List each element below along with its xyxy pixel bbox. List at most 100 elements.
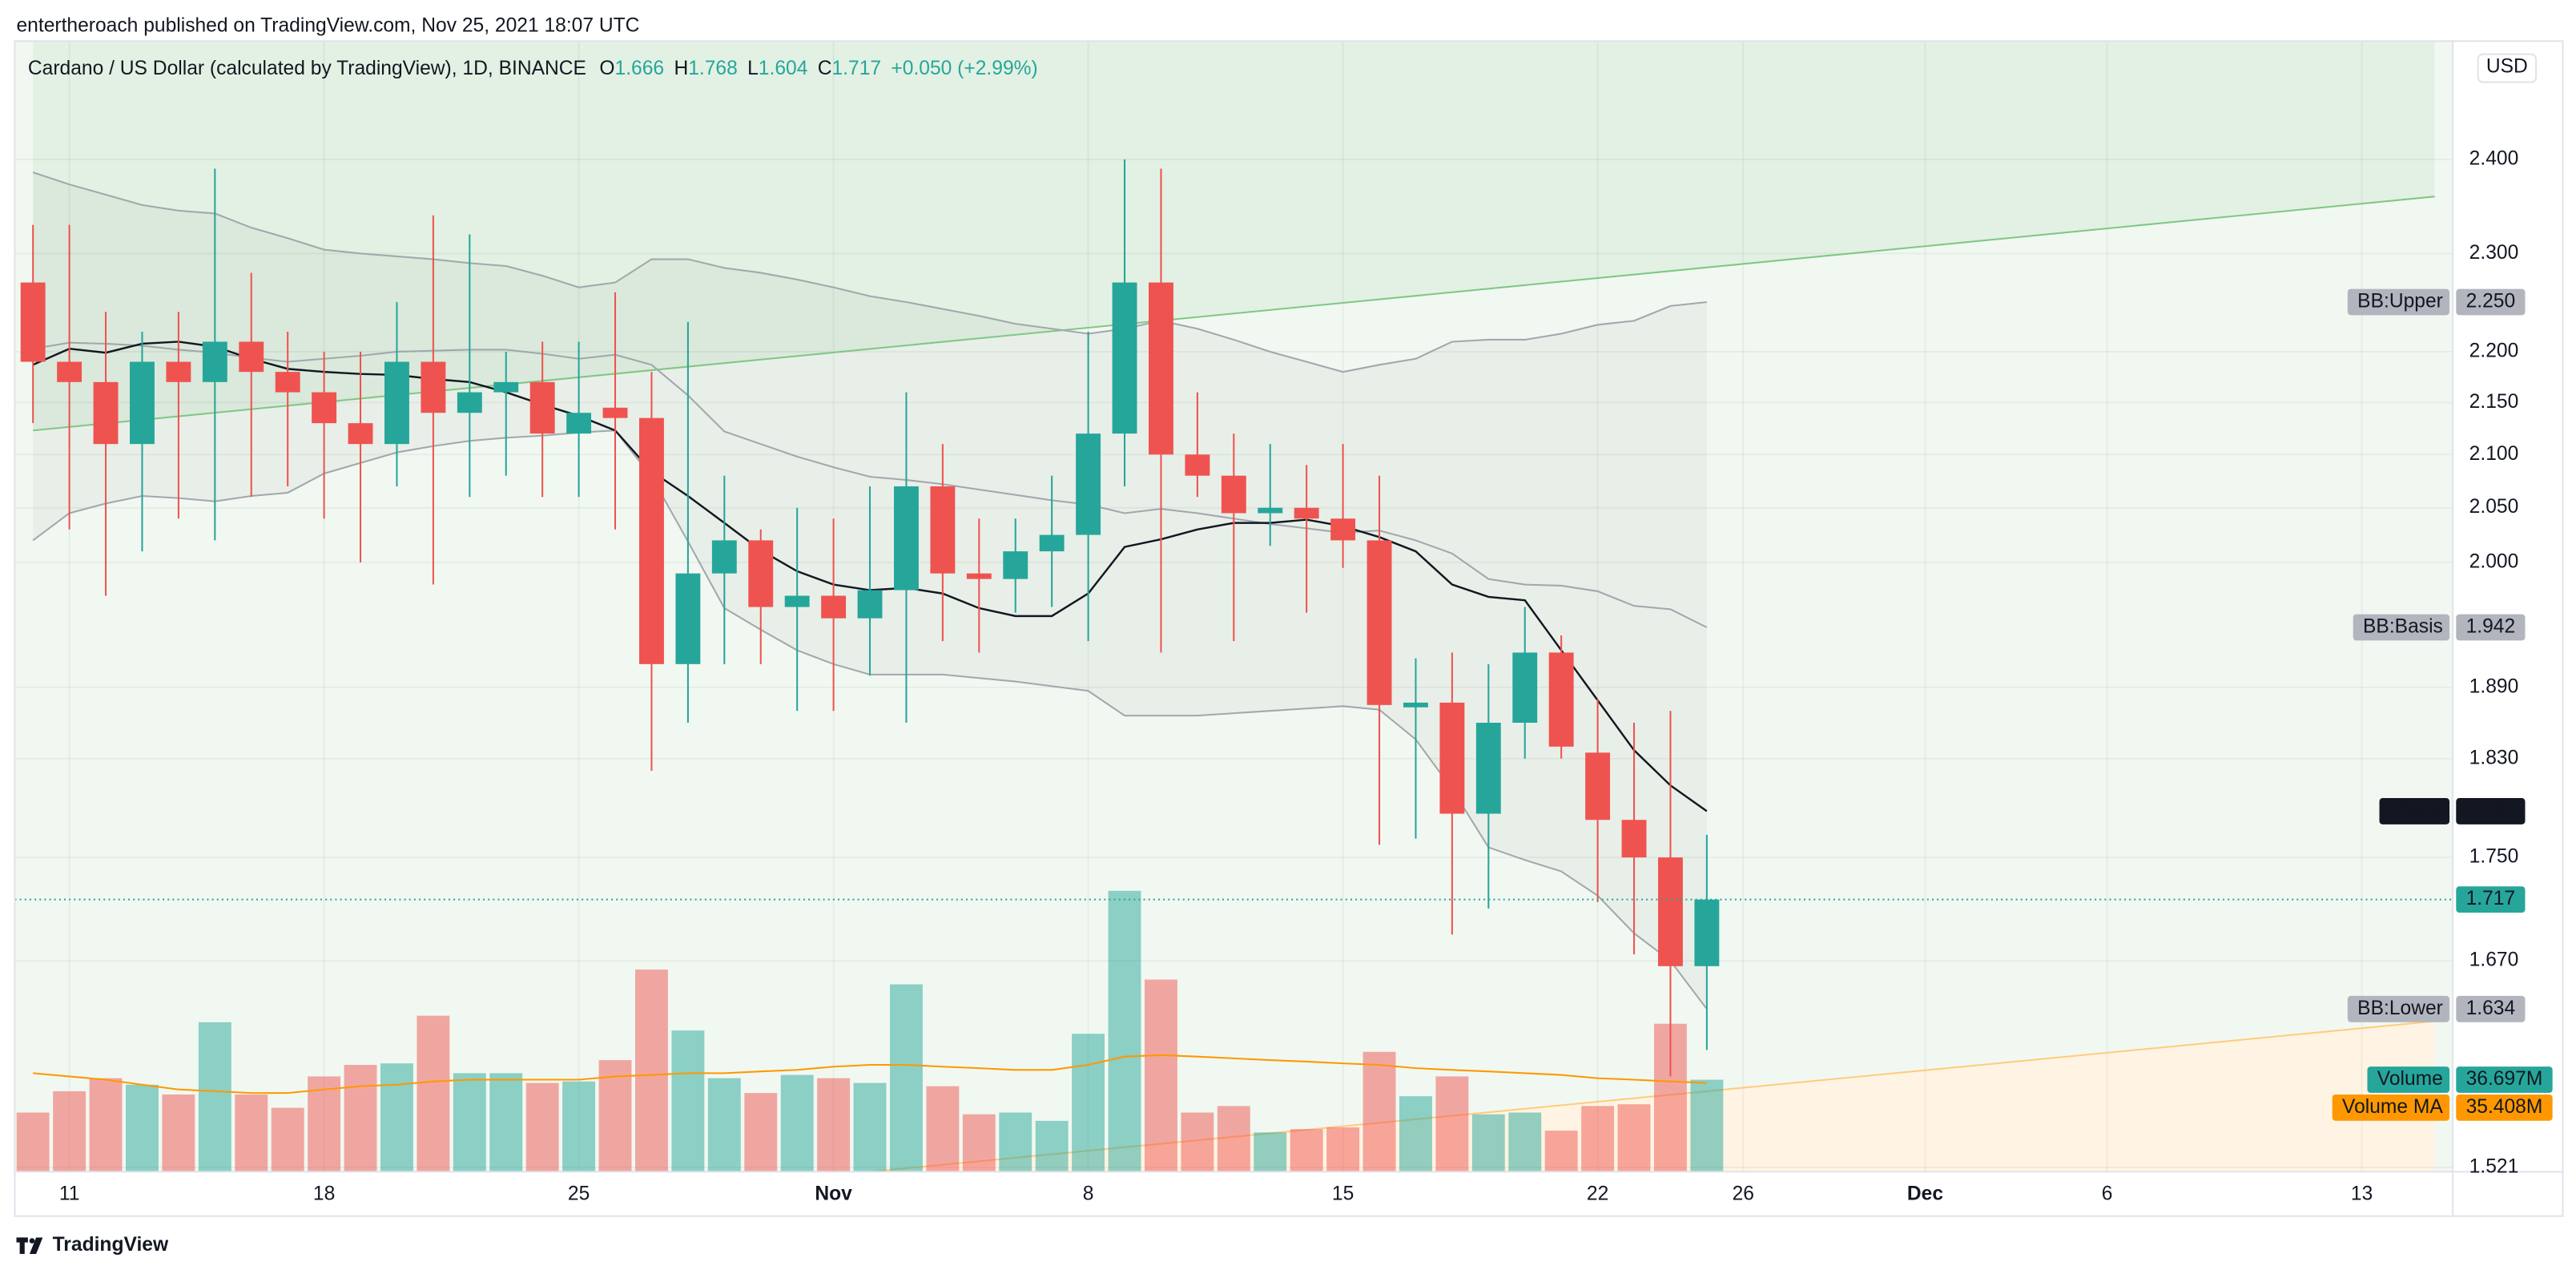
volume-bar (1217, 1106, 1250, 1172)
candle-body (1475, 722, 1501, 814)
candle-body (275, 372, 300, 393)
badge-value: 35.408M (2466, 1096, 2543, 1118)
legend-item: C (818, 58, 832, 79)
candle-body (1294, 507, 1319, 519)
badge-value-box (2456, 614, 2526, 641)
y-tick-label: 2.300 (2469, 242, 2519, 264)
currency-box (2477, 53, 2538, 83)
volume-bar (1362, 1051, 1396, 1172)
volume-bar (707, 1078, 741, 1172)
x-tick-label: 11 (59, 1183, 80, 1205)
badge-name-box (2332, 1094, 2450, 1121)
badge-name-box (2367, 1066, 2450, 1093)
candle-body (202, 341, 227, 382)
branding-logo (16, 1237, 43, 1254)
candle-body (384, 361, 409, 445)
candle-body (130, 361, 155, 445)
x-tick-label: 6 (2102, 1183, 2113, 1205)
legend-item: 1.768 (688, 58, 738, 79)
badge-name-box (2353, 614, 2450, 641)
axis-area-bottom (14, 1171, 2453, 1216)
badge-name-box (2347, 995, 2450, 1022)
candle-body (20, 282, 46, 362)
legend-item: Cardano / US Dollar (calculated by Tradi… (28, 58, 586, 79)
candle-body (1439, 702, 1465, 814)
candle-body (1658, 857, 1683, 966)
candle-body (1548, 652, 1574, 747)
badge-name: BB:Upper (2357, 290, 2443, 312)
volume-bar (926, 1086, 960, 1172)
x-tick-label: 25 (568, 1183, 590, 1205)
candle-body (1185, 454, 1210, 476)
candle-body (1258, 507, 1283, 514)
volume-bar (1072, 1034, 1105, 1172)
badge-value-box (2456, 995, 2526, 1022)
volume-bar (16, 1112, 50, 1172)
badge-name: BB:Basis (2363, 616, 2443, 638)
volume-bar (380, 1063, 413, 1172)
legend-item: 1.604 (759, 58, 808, 79)
badge-value-box (2456, 288, 2526, 316)
volume-bar (235, 1094, 268, 1172)
candle-body (493, 381, 519, 393)
y-tick-label: 1.521 (2469, 1155, 2519, 1177)
volume-bar (198, 1022, 231, 1172)
x-tick-label: 13 (2351, 1183, 2373, 1205)
legend: Cardano / US Dollar (calculated by Tradi… (28, 58, 1038, 79)
volume-bar (671, 1030, 705, 1172)
candle-body (312, 392, 337, 424)
candle-body (1221, 475, 1246, 514)
volume-bar (1471, 1114, 1505, 1172)
volume-bar (744, 1093, 778, 1172)
badge-value-box (2456, 1066, 2553, 1093)
candle-body (1585, 752, 1611, 820)
badge-value-box (2456, 798, 2526, 824)
volume-bar (162, 1094, 195, 1172)
candle-body (1694, 899, 1720, 966)
volume-bar (853, 1082, 887, 1172)
candle-body (1403, 702, 1428, 708)
volume-bar (1108, 890, 1141, 1172)
x-tick-label: 18 (313, 1183, 335, 1205)
volume-bar (1290, 1129, 1323, 1172)
y-tick-label: 2.050 (2469, 496, 2519, 518)
badge-value-box (2456, 1094, 2553, 1121)
candle-body (711, 540, 737, 574)
volume-bar (562, 1081, 596, 1172)
candle-body (457, 392, 482, 413)
volume-bar (598, 1060, 632, 1172)
badge-value: 1.942 (2466, 616, 2516, 638)
legend-item: +0.050 (+2.99%) (891, 58, 1037, 79)
candle-body (1112, 282, 1137, 434)
volume-bar (1508, 1112, 1542, 1172)
candle-body (1003, 551, 1028, 579)
x-tick-label: 8 (1083, 1183, 1094, 1205)
volume-bar (417, 1015, 450, 1172)
volume-bar (1690, 1079, 1724, 1172)
logo-mark (19, 1237, 25, 1254)
candle-body (857, 590, 883, 619)
y-tick-label: 2.000 (2469, 550, 2519, 572)
drawing-fill (33, 41, 2435, 431)
volume-bar (1326, 1127, 1360, 1172)
badge-value-box (2456, 886, 2526, 913)
candle-body (239, 341, 264, 373)
candle-body (166, 361, 191, 382)
candle-body (784, 595, 810, 607)
candle-body (639, 417, 664, 664)
badge-value: 1.634 (2466, 998, 2516, 1019)
volume-bar (1617, 1104, 1651, 1172)
candle-body (1621, 820, 1647, 858)
volume-bar (1254, 1132, 1287, 1172)
candle-body (1330, 518, 1356, 541)
x-tick-label: 15 (1332, 1183, 1354, 1205)
volume-bar (1145, 979, 1177, 1172)
candle-body (566, 413, 592, 434)
y-tick-label: 1.670 (2469, 949, 2519, 971)
volume-bar (489, 1073, 523, 1172)
volume-bar (817, 1078, 851, 1172)
branding-text: TradingView (53, 1234, 169, 1256)
volume-bar (999, 1112, 1032, 1172)
